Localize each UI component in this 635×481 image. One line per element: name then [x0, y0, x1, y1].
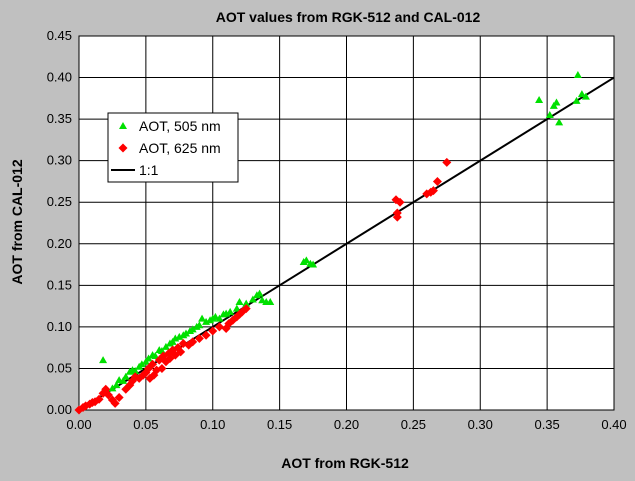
point-505nm — [545, 110, 554, 118]
point-625nm — [395, 197, 405, 207]
x-tick-label: 0.30 — [468, 417, 493, 432]
point-505nm — [215, 314, 224, 322]
point-505nm — [161, 342, 170, 350]
x-tick-label: 0.25 — [401, 417, 426, 432]
legend: AOT, 505 nm AOT, 625 nm 1:1 — [107, 112, 239, 183]
point-625nm — [157, 363, 167, 373]
point-625nm — [94, 394, 104, 404]
point-625nm — [208, 326, 218, 336]
point-505nm — [581, 92, 590, 100]
point-625nm — [214, 322, 224, 332]
legend-label: AOT, 625 nm — [139, 140, 221, 156]
point-505nm — [309, 260, 318, 268]
y-tick-label: 0.10 — [47, 319, 72, 334]
point-505nm — [555, 118, 564, 126]
y-tick-label: 0.00 — [47, 402, 72, 417]
point-505nm — [112, 381, 121, 389]
point-505nm — [572, 96, 581, 104]
y-tick-label: 0.45 — [47, 28, 72, 43]
data-points — [74, 71, 590, 415]
point-505nm — [302, 256, 311, 264]
point-505nm — [226, 307, 235, 315]
point-625nm — [148, 359, 158, 369]
x-tick-label: 0.20 — [334, 417, 359, 432]
x-tick-label: 0.10 — [200, 417, 225, 432]
point-505nm — [198, 314, 207, 322]
point-505nm — [242, 299, 251, 307]
legend-label: AOT, 505 nm — [139, 118, 221, 134]
point-505nm — [151, 351, 160, 359]
point-505nm — [255, 289, 264, 297]
point-505nm — [121, 372, 130, 380]
point-625nm — [114, 393, 124, 403]
point-625nm — [392, 208, 402, 218]
y-tick-label: 0.20 — [47, 236, 72, 251]
point-505nm — [195, 321, 204, 329]
point-505nm — [235, 297, 244, 305]
legend-symbol-625nm — [118, 143, 128, 153]
legend-symbol-505nm — [119, 122, 127, 129]
point-625nm — [201, 330, 211, 340]
point-505nm — [248, 295, 257, 303]
point-625nm — [428, 186, 438, 196]
point-625nm — [194, 334, 204, 344]
point-505nm — [108, 384, 117, 392]
x-tick-label: 0.40 — [601, 417, 626, 432]
point-505nm — [552, 98, 561, 106]
y-tick-label: 0.30 — [47, 153, 72, 168]
y-tick-label: 0.25 — [47, 194, 72, 209]
y-tick-label: 0.40 — [47, 70, 72, 85]
x-axis-label: AOT from RGK-512 — [281, 455, 409, 471]
legend-label: 1:1 — [139, 162, 159, 178]
x-tick-label: 0.05 — [133, 417, 158, 432]
point-505nm — [99, 356, 108, 364]
y-tick-label: 0.05 — [47, 360, 72, 375]
y-tick-label: 0.15 — [47, 277, 72, 292]
chart-title: AOT values from RGK-512 and CAL-012 — [216, 9, 481, 25]
point-505nm — [188, 325, 197, 333]
point-505nm — [535, 95, 544, 103]
x-tick-label: 0.35 — [534, 417, 559, 432]
point-625nm — [176, 347, 186, 357]
point-625nm — [188, 337, 198, 347]
tick-labels: 0.00 0.05 0.10 0.15 0.20 0.25 0.30 0.35 0.40 0.00… — [47, 28, 627, 432]
x-tick-label: 0.00 — [66, 417, 91, 432]
point-625nm — [241, 304, 251, 314]
point-625nm — [442, 157, 452, 167]
point-505nm — [577, 90, 586, 98]
y-tick-label: 0.35 — [47, 111, 72, 126]
point-505nm — [266, 297, 275, 305]
point-505nm — [232, 304, 241, 312]
y-axis-label: AOT from CAL-012 — [9, 159, 25, 284]
point-505nm — [119, 376, 128, 384]
point-505nm — [137, 360, 146, 368]
point-505nm — [131, 366, 140, 374]
point-505nm — [182, 329, 190, 337]
point-625nm — [110, 398, 120, 408]
point-625nm — [432, 176, 442, 186]
grid-lines — [78, 35, 615, 411]
point-505nm — [573, 71, 582, 79]
point-505nm — [144, 354, 153, 362]
x-tick-label: 0.15 — [267, 417, 292, 432]
